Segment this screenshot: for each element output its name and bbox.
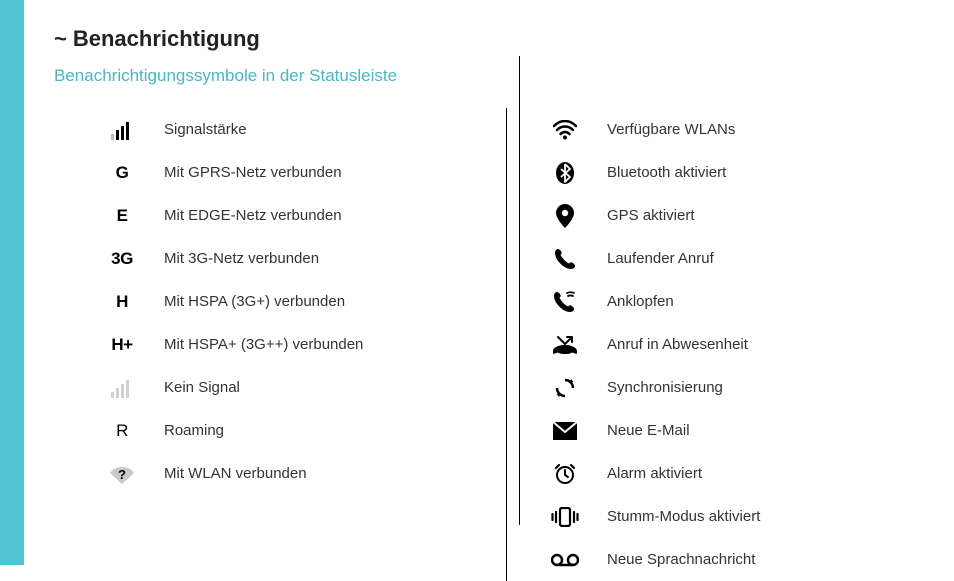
item-label: Stumm-Modus aktiviert bbox=[607, 508, 760, 525]
right-item: Bluetooth aktiviert bbox=[547, 151, 760, 194]
icon-box: R bbox=[104, 421, 140, 441]
right-item: GPS aktiviert bbox=[547, 194, 760, 237]
item-label: Mit HSPA (3G+) verbunden bbox=[164, 293, 345, 310]
email-icon bbox=[547, 422, 583, 440]
item-label: Neue Sprachnachricht bbox=[607, 551, 755, 568]
gps-icon bbox=[547, 204, 583, 228]
columns: Signalstärke G Mit GPRS-Netz verbunden E Mit… bbox=[54, 108, 934, 581]
vibrate-icon bbox=[547, 507, 583, 527]
network-type-icon: E bbox=[117, 206, 128, 226]
left-item: H Mit HSPA (3G+) verbunden bbox=[104, 280, 464, 323]
item-label: Roaming bbox=[164, 422, 224, 439]
page-subtitle: Benachrichtigungssymbole in der Statusle… bbox=[54, 66, 934, 86]
svg-text:?: ? bbox=[118, 467, 126, 482]
icon-box: H+ bbox=[104, 335, 140, 355]
left-item: Signalstärke bbox=[104, 108, 464, 151]
icon-box: G bbox=[104, 163, 140, 183]
accent-strip bbox=[0, 0, 24, 565]
item-label: Mit WLAN verbunden bbox=[164, 465, 307, 482]
item-label: Laufender Anruf bbox=[607, 250, 714, 267]
missed-call-icon bbox=[547, 335, 583, 355]
signal-full-icon bbox=[104, 120, 140, 140]
left-item: Kein Signal bbox=[104, 366, 464, 409]
title-text: Benachrichtigung bbox=[73, 26, 260, 51]
item-label: GPS aktiviert bbox=[607, 207, 695, 224]
left-column: Signalstärke G Mit GPRS-Netz verbunden E Mit… bbox=[54, 108, 464, 581]
sync-icon bbox=[547, 377, 583, 399]
item-label: Signalstärke bbox=[164, 121, 247, 138]
item-label: Mit GPRS-Netz verbunden bbox=[164, 164, 342, 181]
left-item: R Roaming bbox=[104, 409, 464, 452]
right-item: Neue E-Mail bbox=[547, 409, 760, 452]
right-column: Verfügbare WLANs Bluetooth aktiviert GPS… bbox=[506, 108, 760, 581]
network-type-icon: H+ bbox=[111, 335, 132, 355]
alarm-icon bbox=[547, 463, 583, 485]
icon-box: H bbox=[104, 292, 140, 312]
left-item: H+ Mit HSPA+ (3G++) verbunden bbox=[104, 323, 464, 366]
right-item: Verfügbare WLANs bbox=[547, 108, 760, 151]
page: ~Benachrichtigung Benachrichtigungssymbo… bbox=[0, 0, 954, 565]
item-label: Mit EDGE-Netz verbunden bbox=[164, 207, 342, 224]
title-prefix: ~ bbox=[54, 26, 67, 51]
wifi-icon bbox=[547, 120, 583, 140]
icon-box: 3G bbox=[104, 249, 140, 269]
icon-box: E bbox=[104, 206, 140, 226]
right-item: Alarm aktiviert bbox=[547, 452, 760, 495]
left-item: ? Mit WLAN verbunden bbox=[104, 452, 464, 495]
item-label: Bluetooth aktiviert bbox=[607, 164, 726, 181]
phone-icon bbox=[547, 248, 583, 270]
left-item: E Mit EDGE-Netz verbunden bbox=[104, 194, 464, 237]
bluetooth-icon bbox=[547, 161, 583, 185]
network-type-icon: R bbox=[116, 421, 128, 441]
right-item: Anruf in Abwesenheit bbox=[547, 323, 760, 366]
content: ~Benachrichtigung Benachrichtigungssymbo… bbox=[24, 0, 954, 565]
right-item: Anklopfen bbox=[547, 280, 760, 323]
right-item: Neue Sprachnachricht bbox=[547, 538, 760, 581]
network-type-icon: G bbox=[116, 163, 129, 183]
left-item: G Mit GPRS-Netz verbunden bbox=[104, 151, 464, 194]
item-label: Mit HSPA+ (3G++) verbunden bbox=[164, 336, 363, 353]
signal-empty-icon bbox=[104, 378, 140, 398]
item-label: Anklopfen bbox=[607, 293, 674, 310]
left-item: 3G Mit 3G-Netz verbunden bbox=[104, 237, 464, 280]
voicemail-icon bbox=[547, 553, 583, 567]
item-label: Neue E-Mail bbox=[607, 422, 690, 439]
item-label: Kein Signal bbox=[164, 379, 240, 396]
item-label: Alarm aktiviert bbox=[607, 465, 702, 482]
right-item: Laufender Anruf bbox=[547, 237, 760, 280]
wifi-question-icon: ? bbox=[104, 464, 140, 484]
page-title: ~Benachrichtigung bbox=[54, 26, 934, 52]
item-label: Verfügbare WLANs bbox=[607, 121, 735, 138]
item-label: Synchronisierung bbox=[607, 379, 723, 396]
right-item: Stumm-Modus aktiviert bbox=[547, 495, 760, 538]
network-type-icon: 3G bbox=[111, 249, 133, 269]
column-divider bbox=[519, 56, 520, 525]
call-waiting-icon bbox=[547, 291, 583, 313]
item-label: Mit 3G-Netz verbunden bbox=[164, 250, 319, 267]
item-label: Anruf in Abwesenheit bbox=[607, 336, 748, 353]
right-item: Synchronisierung bbox=[547, 366, 760, 409]
network-type-icon: H bbox=[116, 292, 128, 312]
